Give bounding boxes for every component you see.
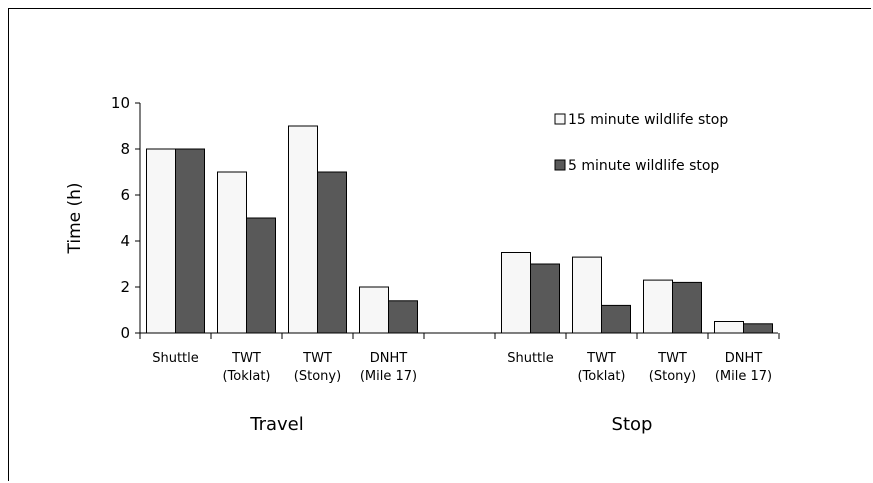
y-tick-label: 4 [120,232,130,250]
legend-label: 5 minute wildlife stop [568,158,719,174]
legend: 15 minute wildlife stop 5 minute wildlife… [554,112,728,174]
y-axis-label: Time (h) [65,182,85,254]
y-tick-label: 8 [120,140,130,158]
x-tick-label-line2: (Stony) [649,369,696,384]
bar-5min [530,263,560,334]
bar-5min [317,171,347,334]
y-tick-label: 0 [120,324,130,342]
bar-15min [359,286,389,334]
legend-swatch [554,113,566,125]
x-tick-label-line2: (Toklat) [577,369,625,384]
bar-15min [501,252,531,334]
x-tick-label: TWT [302,351,332,366]
x-tick-label: TWT [231,351,261,366]
bar-15min [572,256,602,334]
y-tick-label: 2 [120,278,130,296]
bar-15min [146,148,176,334]
group-label: Stop [612,414,653,435]
bar-5min [175,148,205,334]
bar-5min [388,300,418,334]
x-tick-label-line2: (Mile 17) [360,369,417,384]
x-tick-label-line2: (Mile 17) [715,369,772,384]
bar-15min [288,125,318,334]
y-axis: 0 2 4 6 8 10 [111,94,141,342]
y-tick-label: 10 [111,94,130,112]
x-tick-label-line2: (Toklat) [222,369,270,384]
legend-label: 15 minute wildlife stop [568,112,728,128]
x-tick-label: Shuttle [507,351,554,366]
x-tick-label: DNHT [725,351,763,366]
legend-swatch [554,159,566,171]
bar-5min [601,304,631,334]
bar-5min [743,323,773,334]
bar-5min [672,281,702,334]
y-tick-label: 6 [120,186,130,204]
x-tick-label-line2: (Stony) [294,369,341,384]
bar-15min [643,279,673,334]
bar-15min [714,321,744,334]
x-tick-label: TWT [586,351,616,366]
x-axis: Shuttle TWT (Toklat) TWT (Stony) DNHT (Mile 17… [139,332,780,435]
bar-15min [217,171,247,334]
bars [146,125,773,334]
x-tick-label: TWT [657,351,687,366]
group-label: Travel [249,414,304,435]
x-tick-label: DNHT [370,351,408,366]
x-tick-label: Shuttle [152,351,199,366]
bar-5min [246,217,276,334]
